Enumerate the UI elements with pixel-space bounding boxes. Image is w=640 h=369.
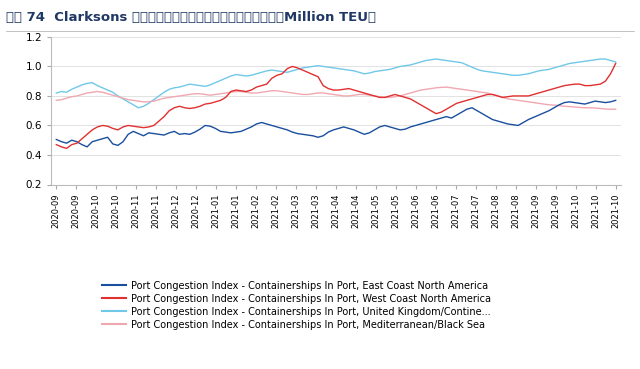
Legend: Port Congestion Index - Containerships In Port, East Coast North America, Port C: Port Congestion Index - Containerships I… [102,281,491,330]
Text: 图表 74  Clarksons 堵港指数：各主要港口在港集装箱船情况（Million TEU）: 图表 74 Clarksons 堵港指数：各主要港口在港集装箱船情况（Milli… [6,11,376,24]
